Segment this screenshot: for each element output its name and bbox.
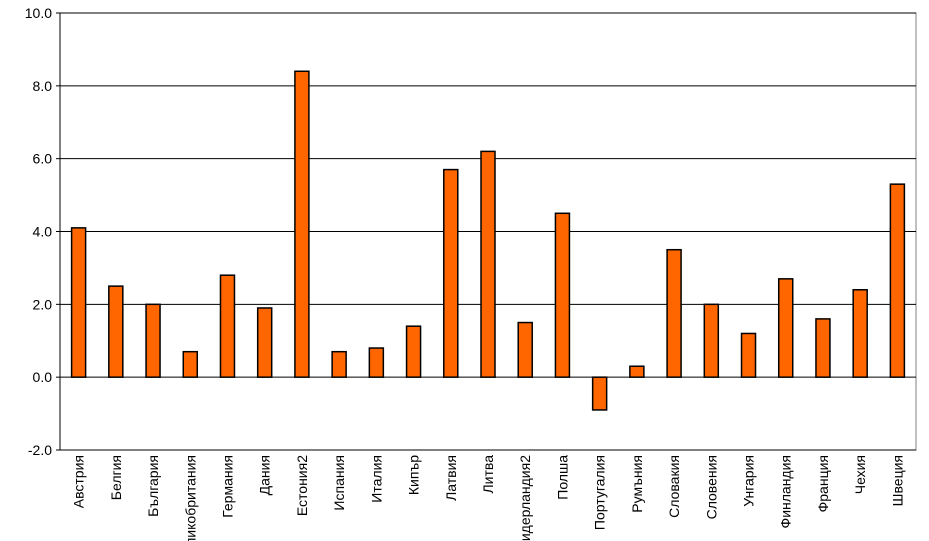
- bar: [108, 285, 124, 378]
- x-tick-label: Дания: [257, 455, 273, 495]
- bar: [368, 347, 385, 378]
- y-tick-label: 2.0: [33, 296, 53, 312]
- x-tick-label: Нидерландия2: [517, 455, 533, 541]
- x-tick-label: Румъния: [629, 455, 645, 513]
- x-tick-label: Финландия: [778, 455, 794, 528]
- bar: [256, 307, 273, 378]
- y-tick-label: 0.0: [33, 369, 53, 385]
- bar: [591, 376, 608, 411]
- x-tick-label: Германия: [219, 455, 235, 518]
- bar: [219, 274, 236, 378]
- bar: [182, 350, 199, 378]
- bar: [70, 227, 87, 378]
- y-tick-label: 10.0: [25, 5, 52, 21]
- bar: [405, 325, 422, 378]
- bar: [629, 365, 645, 378]
- x-tick-label: Чехия: [852, 455, 868, 494]
- bar: [145, 303, 161, 378]
- bar: [517, 321, 533, 378]
- x-tick-label: Австрия: [71, 455, 87, 508]
- y-tick-label: 6.0: [33, 151, 53, 167]
- x-tick-label: Кипър: [406, 455, 422, 495]
- bar: [815, 318, 831, 378]
- x-tick-label: Полша: [554, 455, 570, 500]
- x-tick-label: Латвия: [443, 455, 459, 501]
- bar: [294, 70, 310, 378]
- bar: [554, 212, 571, 378]
- x-tick-label: Словакия: [666, 455, 682, 518]
- y-tick-label: -2.0: [28, 442, 52, 458]
- bar: [889, 183, 906, 378]
- x-tick-label: Португалия: [592, 455, 608, 530]
- x-tick-label: Великобритания: [182, 455, 198, 541]
- bar: [666, 248, 682, 378]
- bar: [852, 289, 868, 378]
- bar: [331, 350, 347, 378]
- x-tick-label: Естония2: [294, 455, 310, 516]
- bar: [703, 303, 720, 378]
- x-tick-label: България: [145, 455, 161, 517]
- x-tick-label: Литва: [480, 455, 496, 494]
- bar: [777, 278, 794, 378]
- x-tick-label: Испания: [331, 455, 347, 511]
- x-tick-label: Словения: [703, 455, 719, 519]
- bar: [480, 150, 496, 378]
- x-tick-label: Унгария: [741, 455, 757, 507]
- bar: [443, 168, 459, 378]
- x-tick-label: Белгия: [108, 455, 124, 500]
- x-tick-label: Швеция: [889, 455, 905, 506]
- x-tick-label: Франция: [815, 455, 831, 512]
- y-tick-label: 8.0: [33, 78, 53, 94]
- y-tick-label: 4.0: [33, 224, 53, 240]
- x-tick-label: Италия: [368, 455, 384, 503]
- bar: [740, 332, 757, 378]
